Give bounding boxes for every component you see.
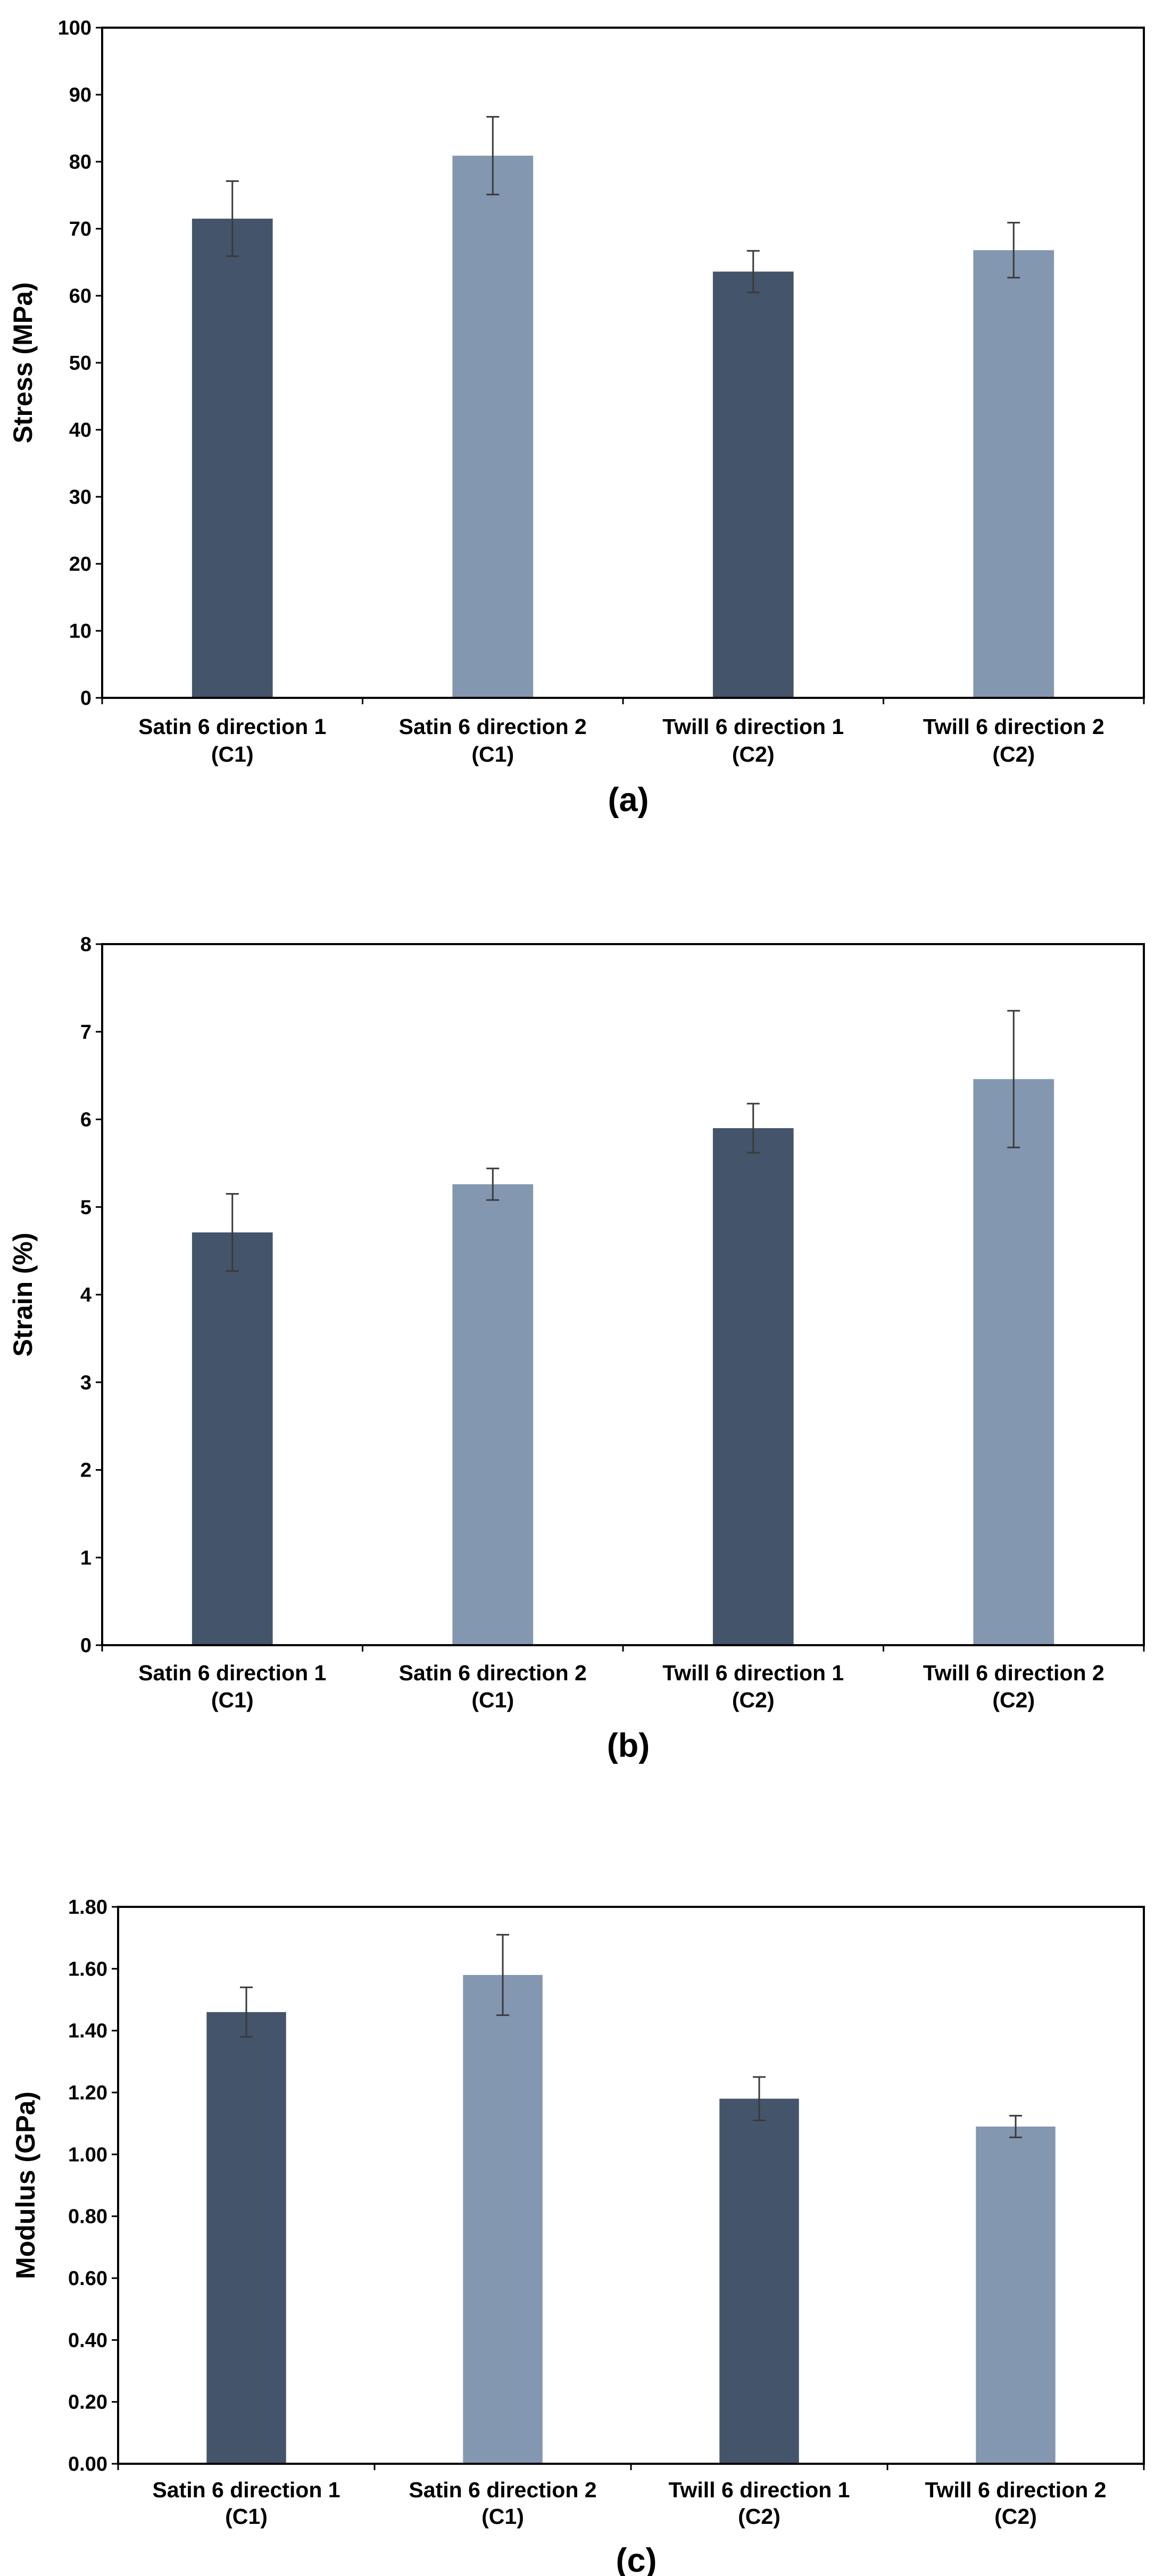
error-bar-1 bbox=[226, 1193, 239, 1272]
y-tick-label: 1 bbox=[80, 1547, 92, 1569]
error-bar-3 bbox=[753, 2076, 766, 2121]
y-tick-label: 2 bbox=[80, 1460, 92, 1482]
y-tick-label: 0.20 bbox=[68, 2391, 107, 2414]
error-bar-3 bbox=[746, 250, 760, 294]
error-bar-3 bbox=[746, 1103, 760, 1154]
category-label: Twill 6 direction 2 bbox=[925, 2478, 1107, 2502]
y-tick-label: 0 bbox=[80, 687, 92, 710]
y-tick-label: 50 bbox=[69, 352, 92, 374]
y-axis-title: Strain (%) bbox=[8, 1232, 38, 1356]
y-tick-label: 40 bbox=[69, 419, 92, 441]
y-tick-label: 1.40 bbox=[68, 2020, 107, 2043]
error-bar-2 bbox=[486, 1168, 500, 1201]
y-tick-label: 0.80 bbox=[68, 2206, 107, 2228]
category-label: Satin 6 direction 2 bbox=[409, 2478, 596, 2502]
category-label: Twill 6 direction 1 bbox=[662, 714, 844, 739]
y-tick-label: 1.20 bbox=[68, 2082, 107, 2104]
bar-2 bbox=[452, 155, 534, 698]
category-label: Twill 6 direction 1 bbox=[662, 1661, 844, 1685]
category-label: Satin 6 direction 2 bbox=[399, 1661, 587, 1685]
chart-panel-c: 0.00 0.20 0.40 0.60 0.80 1.00 1.20 1.40 1.60 1.80… bbox=[11, 1896, 1145, 2576]
category-label: Twill 6 direction 2 bbox=[923, 714, 1104, 739]
category-sublabel: (C1) bbox=[211, 1688, 254, 1712]
y-tick-label: 1.80 bbox=[68, 1896, 107, 1919]
category-sublabel: (C2) bbox=[994, 2504, 1037, 2529]
y-tick-label: 100 bbox=[58, 17, 92, 39]
category-label: Twill 6 direction 1 bbox=[669, 2478, 850, 2502]
error-bar-4 bbox=[1007, 222, 1020, 279]
chart-panel-a: 0 10 20 30 40 50 60 70 80 90 100 Satin 6 direction … bbox=[8, 17, 1145, 819]
category-label: Satin 6 direction 1 bbox=[138, 1661, 326, 1685]
y-tick-label: 80 bbox=[69, 151, 92, 173]
y-axis-title: Modulus (GPa) bbox=[11, 2091, 40, 2279]
bar-2 bbox=[452, 1184, 534, 1645]
y-tick-label: 4 bbox=[80, 1284, 92, 1306]
category-sublabel: (C1) bbox=[211, 742, 254, 766]
bar-4 bbox=[973, 1079, 1054, 1645]
y-tick-label: 0 bbox=[80, 1635, 92, 1657]
error-bar-2 bbox=[496, 1933, 509, 2016]
category-sublabel: (C1) bbox=[471, 1688, 514, 1712]
bar-1 bbox=[192, 1232, 273, 1645]
panel-label: (b) bbox=[607, 1727, 650, 1764]
bar-4 bbox=[973, 250, 1054, 698]
category-sublabel: (C2) bbox=[738, 2504, 780, 2529]
category-sublabel: (C2) bbox=[992, 742, 1035, 766]
category-sublabel: (C1) bbox=[471, 742, 514, 766]
category-label: Twill 6 direction 2 bbox=[923, 1661, 1104, 1685]
category-sublabel: (C2) bbox=[732, 742, 775, 766]
error-bar-4 bbox=[1009, 2115, 1022, 2138]
category-sublabel: (C2) bbox=[732, 1688, 775, 1712]
chart-panel-b: 0 1 2 3 4 5 6 7 8 Satin 6 direction 1 (C1) Satin 6 … bbox=[8, 933, 1145, 1764]
category-label: Satin 6 direction 1 bbox=[138, 714, 326, 739]
bar-3 bbox=[712, 1128, 794, 1645]
y-tick-label: 3 bbox=[80, 1372, 92, 1394]
error-bar-1 bbox=[226, 180, 239, 257]
y-tick-label: 30 bbox=[69, 486, 92, 508]
bar-3 bbox=[719, 2098, 799, 2464]
y-tick-label: 70 bbox=[69, 218, 92, 240]
y-tick-label: 1.60 bbox=[68, 1958, 107, 1980]
y-tick-label: 90 bbox=[69, 84, 92, 106]
bar-1 bbox=[206, 2012, 286, 2464]
y-tick-label: 20 bbox=[69, 553, 92, 576]
y-axis-title: Stress (MPa) bbox=[8, 282, 38, 444]
bar-4 bbox=[976, 2127, 1056, 2464]
error-bar-2 bbox=[486, 116, 500, 196]
y-tick-label: 0.60 bbox=[68, 2267, 107, 2290]
category-label: Satin 6 direction 2 bbox=[399, 714, 587, 739]
category-sublabel: (C1) bbox=[481, 2504, 524, 2529]
y-tick-label: 1.00 bbox=[68, 2144, 107, 2166]
error-bar-1 bbox=[240, 1986, 253, 2038]
y-tick-label: 6 bbox=[80, 1109, 92, 1131]
panel-label: (c) bbox=[616, 2542, 657, 2576]
category-sublabel: (C2) bbox=[992, 1688, 1035, 1712]
y-tick-label: 10 bbox=[69, 620, 92, 643]
y-tick-label: 7 bbox=[80, 1021, 92, 1044]
y-tick-label: 5 bbox=[80, 1196, 92, 1219]
y-tick-label: 0.40 bbox=[68, 2329, 107, 2352]
bar-2 bbox=[463, 1975, 543, 2464]
error-bar-4 bbox=[1007, 1010, 1020, 1148]
y-tick-label: 0.00 bbox=[68, 2453, 107, 2475]
panel-label: (a) bbox=[608, 781, 649, 819]
category-sublabel: (C1) bbox=[225, 2504, 268, 2529]
y-tick-label: 60 bbox=[69, 285, 92, 307]
category-label: Satin 6 direction 1 bbox=[152, 2478, 340, 2502]
bar-3 bbox=[712, 271, 794, 698]
bar-1 bbox=[192, 219, 273, 698]
y-tick-label: 8 bbox=[80, 933, 92, 956]
